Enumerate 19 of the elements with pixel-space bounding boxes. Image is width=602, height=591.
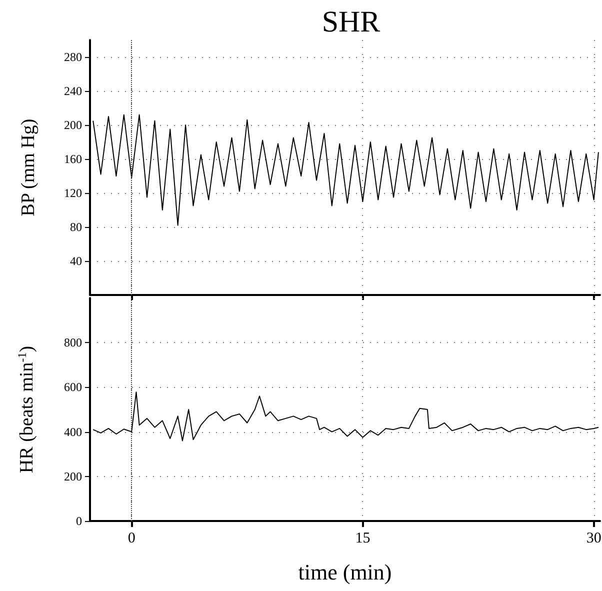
y-tick-label: 200 — [64, 469, 82, 484]
y-tick-label: 0 — [76, 514, 82, 528]
y-tick-label: 400 — [64, 424, 82, 439]
y-tick-label: 80 — [70, 220, 82, 234]
y-tick-label: 120 — [64, 186, 82, 200]
x-tick-label: 15 — [355, 530, 370, 546]
x-axis-title: time (min) — [298, 560, 392, 584]
chart-title: SHR — [322, 6, 380, 38]
y-tick-label: 600 — [64, 380, 82, 394]
y-tick-label: 40 — [70, 254, 82, 268]
y-axis-title: BP (mm Hg) — [18, 118, 39, 216]
y-tick-label: 280 — [64, 50, 82, 64]
y-tick-label: 240 — [64, 84, 82, 98]
y-tick-label: 160 — [64, 152, 82, 166]
y-axis-title: HR (beats min-1) — [15, 346, 38, 474]
x-tick-label: 30 — [586, 530, 602, 546]
y-tick-label: 800 — [64, 336, 82, 350]
y-tick-label: 200 — [64, 118, 82, 132]
x-tick-label: 0 — [128, 530, 136, 546]
